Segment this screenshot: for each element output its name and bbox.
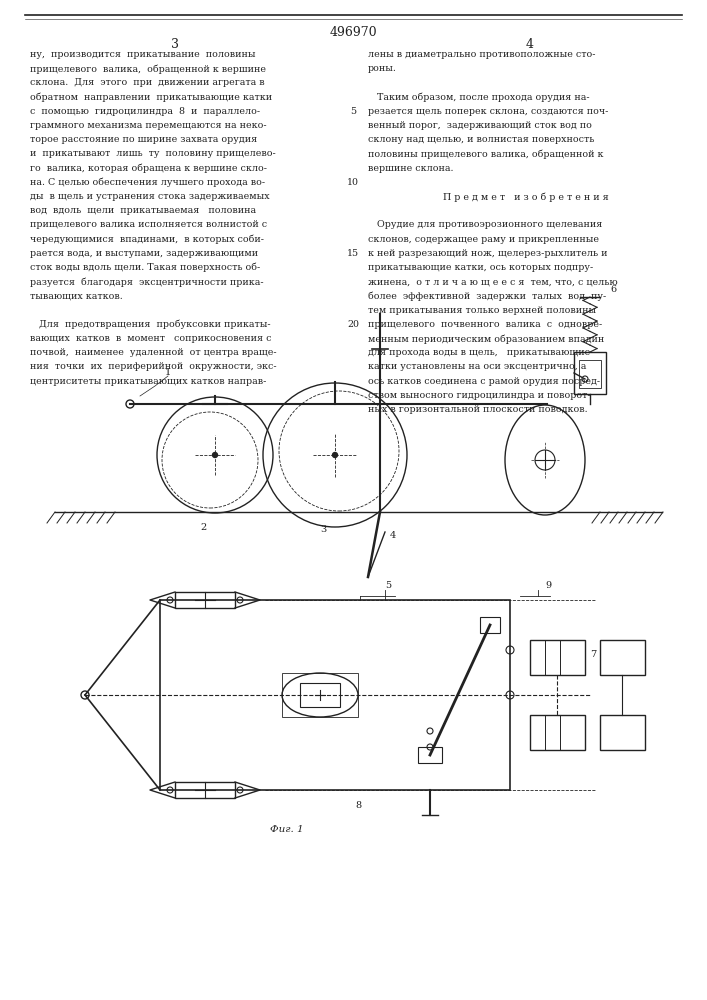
Text: ну,  производится  прикатывание  половины: ну, производится прикатывание половины bbox=[30, 50, 255, 59]
Text: для прохода воды в щель,   прикатывающие: для прохода воды в щель, прикатывающие bbox=[368, 348, 590, 357]
Text: на. С целью обеспечения лучшего прохода во-: на. С целью обеспечения лучшего прохода … bbox=[30, 178, 265, 187]
Text: половины прищелевого валика, обращенной к: половины прищелевого валика, обращенной … bbox=[368, 149, 604, 159]
Text: 8: 8 bbox=[355, 801, 361, 810]
Text: жинена,  о т л и ч а ю щ е е с я  тем, что, с целью: жинена, о т л и ч а ю щ е е с я тем, что… bbox=[368, 277, 618, 286]
Text: граммного механизма перемещаются на неко-: граммного механизма перемещаются на неко… bbox=[30, 121, 267, 130]
Text: лены в диаметрально противоположные сто-: лены в диаметрально противоположные сто- bbox=[368, 50, 595, 59]
Text: склона.  Для  этого  при  движении агрегата в: склона. Для этого при движении агрегата … bbox=[30, 78, 264, 87]
Text: тывающих катков.: тывающих катков. bbox=[30, 291, 123, 300]
Text: почвой,  наименее  удаленной  от центра враще-: почвой, наименее удаленной от центра вра… bbox=[30, 348, 276, 357]
Text: 1: 1 bbox=[165, 368, 171, 377]
Text: Для  предотвращения  пробуксовки прикаты-: Для предотвращения пробуксовки прикаты- bbox=[30, 320, 271, 329]
Bar bbox=[160, 600, 510, 790]
Text: ных в горизонтальной плоскости поводков.: ных в горизонтальной плоскости поводков. bbox=[368, 405, 588, 414]
Text: Фиг. 1: Фиг. 1 bbox=[270, 825, 303, 834]
Text: разуется  благодаря  эксцентричности прика-: разуется благодаря эксцентричности прика… bbox=[30, 277, 264, 287]
Text: 4: 4 bbox=[390, 531, 396, 540]
Bar bbox=[480, 617, 500, 633]
Text: менным периодическим образованием впадин: менным периодическим образованием впадин bbox=[368, 334, 604, 344]
Text: ды  в щель и устранения стока задерживаемых: ды в щель и устранения стока задерживаем… bbox=[30, 192, 269, 201]
Text: прищелевого  почвенного  валика  с  одновре-: прищелевого почвенного валика с одновре- bbox=[368, 320, 602, 329]
Text: склону над щелью, и волнистая поверхность: склону над щелью, и волнистая поверхност… bbox=[368, 135, 595, 144]
Bar bbox=[418, 747, 442, 763]
Bar bbox=[530, 715, 585, 750]
Bar bbox=[282, 673, 358, 717]
Bar bbox=[600, 715, 645, 750]
Text: 15: 15 bbox=[347, 249, 359, 258]
Text: к ней разрезающий нож, щелерез-рыхлитель и: к ней разрезающий нож, щелерез-рыхлитель… bbox=[368, 249, 607, 258]
Text: чередующимися  впадинами,  в которых соби-: чередующимися впадинами, в которых соби- bbox=[30, 235, 264, 244]
Text: тем прикатывания только верхней половины: тем прикатывания только верхней половины bbox=[368, 306, 596, 315]
Text: центриситеты прикатывающих катков направ-: центриситеты прикатывающих катков направ… bbox=[30, 377, 267, 386]
Text: с  помощью  гидроцилиндра  8  и  параллело-: с помощью гидроцилиндра 8 и параллело- bbox=[30, 107, 260, 116]
Bar bbox=[300, 683, 340, 707]
Text: 496970: 496970 bbox=[329, 26, 377, 39]
Text: венный порог,  задерживающий сток вод по: венный порог, задерживающий сток вод по bbox=[368, 121, 592, 130]
Text: сток воды вдоль щели. Такая поверхность об-: сток воды вдоль щели. Такая поверхность … bbox=[30, 263, 260, 272]
Text: 4: 4 bbox=[526, 38, 534, 51]
Text: 6: 6 bbox=[610, 285, 616, 294]
Text: ством выносного гидроцилиндра и поворот-: ством выносного гидроцилиндра и поворот- bbox=[368, 391, 590, 400]
Text: Таким образом, после прохода орудия на-: Таким образом, после прохода орудия на- bbox=[368, 93, 590, 102]
Bar bbox=[574, 352, 606, 394]
Text: 2: 2 bbox=[200, 523, 206, 532]
Text: более  эффективной  задержки  талых  вод  пу-: более эффективной задержки талых вод пу- bbox=[368, 291, 606, 301]
Text: 20: 20 bbox=[347, 320, 359, 329]
Text: Орудие для противоэрозионного щелевания: Орудие для противоэрозионного щелевания bbox=[368, 220, 602, 229]
Text: вод  вдоль  щели  прикатываемая   половина: вод вдоль щели прикатываемая половина bbox=[30, 206, 256, 215]
Text: прищелевого валика исполняется волнистой с: прищелевого валика исполняется волнистой… bbox=[30, 220, 267, 229]
Text: 3: 3 bbox=[171, 38, 179, 51]
Text: 9: 9 bbox=[545, 581, 551, 590]
Text: вающих  катков  в  момент   соприкосновения с: вающих катков в момент соприкосновения с bbox=[30, 334, 271, 343]
Text: прикатывающие катки, ось которых подпру-: прикатывающие катки, ось которых подпру- bbox=[368, 263, 593, 272]
Text: склонов, содержащее раму и прикрепленные: склонов, содержащее раму и прикрепленные bbox=[368, 235, 599, 244]
Text: резается щель поперек склона, создаются поч-: резается щель поперек склона, создаются … bbox=[368, 107, 609, 116]
Text: го  валика, которая обращена к вершине скло-: го валика, которая обращена к вершине ск… bbox=[30, 164, 267, 173]
Text: роны.: роны. bbox=[368, 64, 397, 73]
Circle shape bbox=[332, 452, 337, 458]
Text: прищелевого  валика,  обращенной к вершине: прищелевого валика, обращенной к вершине bbox=[30, 64, 266, 74]
Bar bbox=[600, 640, 645, 675]
Text: 5: 5 bbox=[385, 581, 391, 590]
Bar bbox=[530, 640, 585, 675]
Text: 10: 10 bbox=[347, 178, 359, 187]
Text: 5: 5 bbox=[350, 107, 356, 116]
Text: вершине склона.: вершине склона. bbox=[368, 164, 453, 173]
Text: обратном  направлении  прикатывающие катки: обратном направлении прикатывающие катки bbox=[30, 93, 272, 102]
Text: торое расстояние по ширине захвата орудия: торое расстояние по ширине захвата оруди… bbox=[30, 135, 257, 144]
Bar bbox=[579, 360, 601, 388]
Bar bbox=[175, 782, 235, 798]
Text: и  прикатывают  лишь  ту  половину прищелево-: и прикатывают лишь ту половину прищелево… bbox=[30, 149, 276, 158]
Bar bbox=[175, 592, 235, 608]
Text: катки установлены на оси эксцентрично, а: катки установлены на оси эксцентрично, а bbox=[368, 362, 586, 371]
Text: П р е д м е т   и з о б р е т е н и я: П р е д м е т и з о б р е т е н и я bbox=[443, 192, 609, 202]
Circle shape bbox=[213, 452, 218, 458]
Text: ния  точки  их  периферийной  окружности, экс-: ния точки их периферийной окружности, эк… bbox=[30, 362, 276, 371]
Text: рается вода, и выступами, задерживающими: рается вода, и выступами, задерживающими bbox=[30, 249, 258, 258]
Text: 7: 7 bbox=[590, 650, 596, 659]
Text: 3: 3 bbox=[320, 525, 326, 534]
Text: ось катков соединена с рамой орудия посред-: ось катков соединена с рамой орудия поср… bbox=[368, 377, 600, 386]
